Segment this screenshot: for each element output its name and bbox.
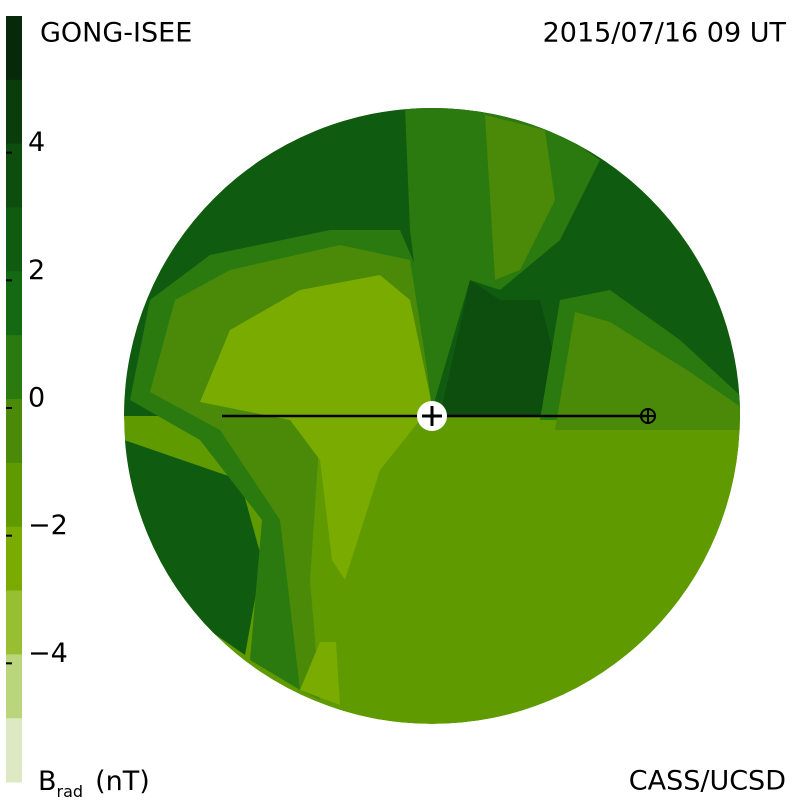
colorbar-band bbox=[6, 526, 22, 591]
colorbar-band bbox=[6, 399, 22, 464]
colorbar-band bbox=[6, 16, 22, 81]
map-region bbox=[200, 275, 432, 580]
sun-cross bbox=[422, 406, 442, 426]
colorbar-symbol: B bbox=[38, 766, 57, 797]
credit: CASS/UCSD bbox=[629, 766, 786, 797]
subtitle: 2015/07/16 09 UT bbox=[543, 18, 787, 49]
colorbar-tick-label: −2 bbox=[28, 510, 68, 541]
solar-map bbox=[124, 108, 740, 724]
colorbar-band bbox=[6, 79, 22, 145]
colorbar-band bbox=[6, 143, 22, 208]
title: GONG-ISEE bbox=[40, 18, 192, 49]
map-region bbox=[124, 440, 262, 655]
earth-marker bbox=[640, 408, 656, 424]
map-region bbox=[555, 312, 740, 430]
colorbar-tick-label: 4 bbox=[28, 127, 45, 158]
colorbar-unit: (nT) bbox=[95, 766, 150, 797]
colorbar-band bbox=[6, 207, 22, 272]
colorbar-band bbox=[6, 718, 22, 783]
colorbar-tick-label: 2 bbox=[28, 255, 45, 286]
colorbar-label: Brad (nT) bbox=[38, 766, 150, 801]
colorbar-band bbox=[6, 654, 22, 719]
colorbar-band bbox=[6, 335, 22, 400]
map-region bbox=[485, 115, 555, 280]
map-region bbox=[300, 642, 340, 705]
map-region bbox=[440, 280, 555, 416]
colorbar-tick-label: 0 bbox=[28, 383, 45, 414]
colorbar-band bbox=[6, 590, 22, 655]
colorbar-tick-label: −4 bbox=[28, 638, 68, 669]
colorbar-band bbox=[6, 271, 22, 336]
colorbar-subscript: rad bbox=[57, 782, 84, 801]
colorbar-band bbox=[6, 462, 22, 528]
